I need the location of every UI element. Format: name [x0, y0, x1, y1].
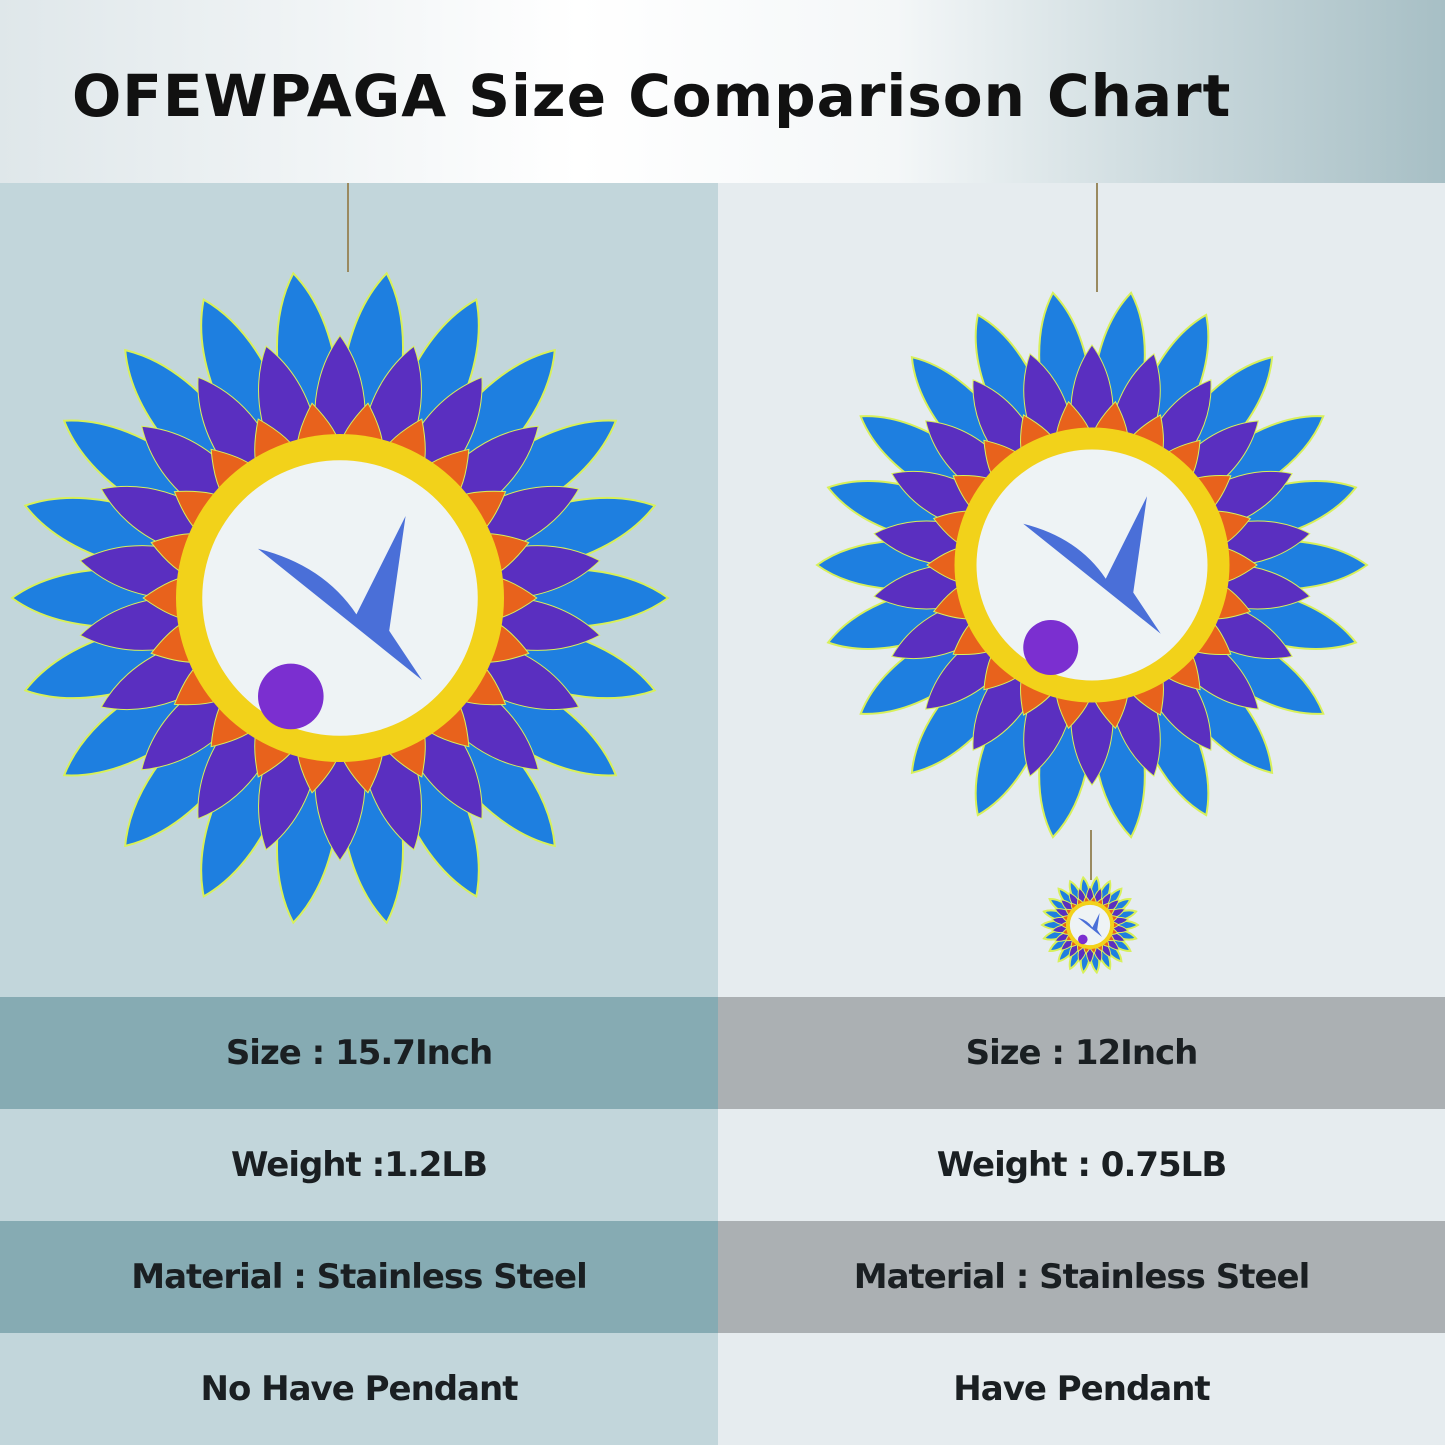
product-images [10, 183, 1369, 975]
flower [1078, 934, 1088, 945]
page-title: OFEWPAGA Size Comparison Chart [72, 62, 1232, 130]
left-material: Material : Stainless Steel [0, 1221, 718, 1333]
pendant-image [1040, 875, 1140, 975]
flower [258, 663, 324, 730]
header-banner: OFEWPAGA Size Comparison Chart [0, 0, 1445, 183]
hummingbird [1023, 496, 1161, 634]
hummingbird [1078, 912, 1102, 937]
hummingbird [258, 515, 422, 680]
left-weight: Weight :1.2LB [0, 1109, 718, 1221]
right-size: Size : 12Inch [718, 997, 1445, 1109]
large-spinner-image [10, 271, 670, 925]
right-material: Material : Stainless Steel [718, 1221, 1445, 1333]
left-pendant: No Have Pendant [0, 1333, 718, 1445]
left-size: Size : 15.7Inch [0, 997, 718, 1109]
flower [1023, 620, 1079, 675]
small-spinner-image [815, 291, 1369, 839]
right-pendant: Have Pendant [718, 1333, 1445, 1445]
right-weight: Weight : 0.75LB [718, 1109, 1445, 1221]
